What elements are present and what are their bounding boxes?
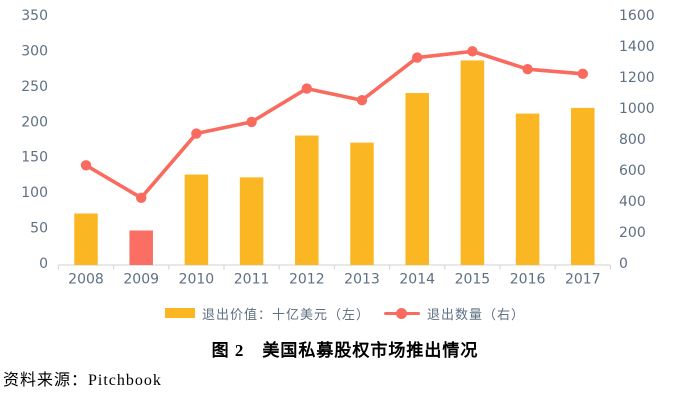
chart-svg: 350 300 250 200 150 100 50 0 1600 1400 1200 1000 800… (21, 8, 655, 288)
left-axis-tick-label: 0 (39, 256, 48, 272)
x-axis-label: 2010 (179, 272, 215, 288)
left-axis-tick-label: 350 (21, 8, 48, 24)
right-axis-tick-label: 800 (619, 132, 646, 148)
x-axis-label: 2013 (344, 272, 380, 288)
exit-count-line (80, 46, 588, 204)
left-axis-tick-label: 150 (21, 150, 48, 166)
bar-2014 (405, 93, 429, 265)
x-axis-label: 2012 (289, 272, 325, 288)
line-point-2015 (467, 46, 478, 57)
right-axis-tick-label: 1000 (619, 101, 655, 117)
x-axis-label: 2008 (68, 272, 104, 288)
right-axis-tick-label: 600 (619, 163, 646, 179)
bar-2013 (350, 142, 374, 265)
x-axis-label: 2009 (123, 272, 159, 288)
line-point-2009 (136, 192, 147, 204)
right-axis-tick-label: 1600 (619, 8, 655, 24)
left-axis-tick-label: 100 (21, 185, 48, 201)
bar-swatch-icon (164, 308, 195, 318)
left-axis-tick-label: 50 (30, 221, 48, 237)
legend-label-exit-value: 退出价值：十亿美元（左） (201, 307, 370, 323)
line-point-2014 (412, 52, 423, 63)
source-note: 资料来源：Pitchbook (3, 372, 162, 389)
x-axis-label: 2014 (399, 272, 435, 288)
x-axis-label: 2011 (234, 272, 270, 288)
legend-label-exit-count: 退出数量（右） (427, 307, 526, 323)
right-axis-tick-label: 1400 (619, 39, 655, 55)
legend-item-exit-value: 退出价值：十亿美元（左） (164, 304, 370, 323)
figure-caption: 图 2 美国私募股权市场推出情况 (211, 341, 479, 360)
exit-value-bars (74, 60, 595, 266)
bar-2016 (515, 113, 540, 266)
line-point-2008 (80, 160, 92, 171)
x-axis-labels: 2008 2009 2010 2011 2012 2013 2014 2015 2016 2017 (68, 272, 600, 288)
left-axis-tick-label: 300 (21, 43, 48, 59)
left-axis-tick-label: 200 (21, 114, 48, 130)
right-axis-tick-label: 0 (619, 256, 628, 272)
line-point-2016 (522, 63, 533, 75)
x-axis-label: 2016 (510, 272, 546, 288)
x-axis-label: 2017 (565, 272, 601, 288)
right-axis-tick-label: 1200 (619, 70, 655, 86)
right-axis-tick-label: 200 (619, 225, 646, 241)
legend-item-exit-count: 退出数量（右） (384, 304, 525, 323)
bar-2012 (295, 135, 319, 265)
exit-count-polyline (84, 49, 585, 200)
left-axis-labels: 350 300 250 200 150 100 50 0 (21, 8, 48, 272)
bar-2010 (184, 174, 209, 265)
line-point-2013 (356, 95, 368, 106)
right-axis-labels: 1600 1400 1200 1000 800 600 400 200 0 (619, 8, 655, 272)
right-axis-tick-label: 400 (619, 194, 646, 210)
line-point-2012 (301, 83, 312, 94)
line-point-2011 (246, 116, 257, 128)
left-axis-tick-label: 250 (21, 79, 48, 95)
x-axis-label: 2015 (455, 272, 491, 288)
line-point-2010 (191, 128, 202, 139)
line-marker-icon (384, 307, 420, 319)
bar-2009 (129, 230, 153, 265)
bar-2015 (460, 60, 485, 265)
legend: 退出价值：十亿美元（左） 退出数量（右） (0, 303, 690, 323)
bar-2008 (74, 213, 98, 265)
bar-2017 (571, 107, 595, 265)
bar-2011 (239, 177, 264, 265)
line-point-2017 (577, 68, 588, 80)
x-axis (57, 264, 612, 270)
